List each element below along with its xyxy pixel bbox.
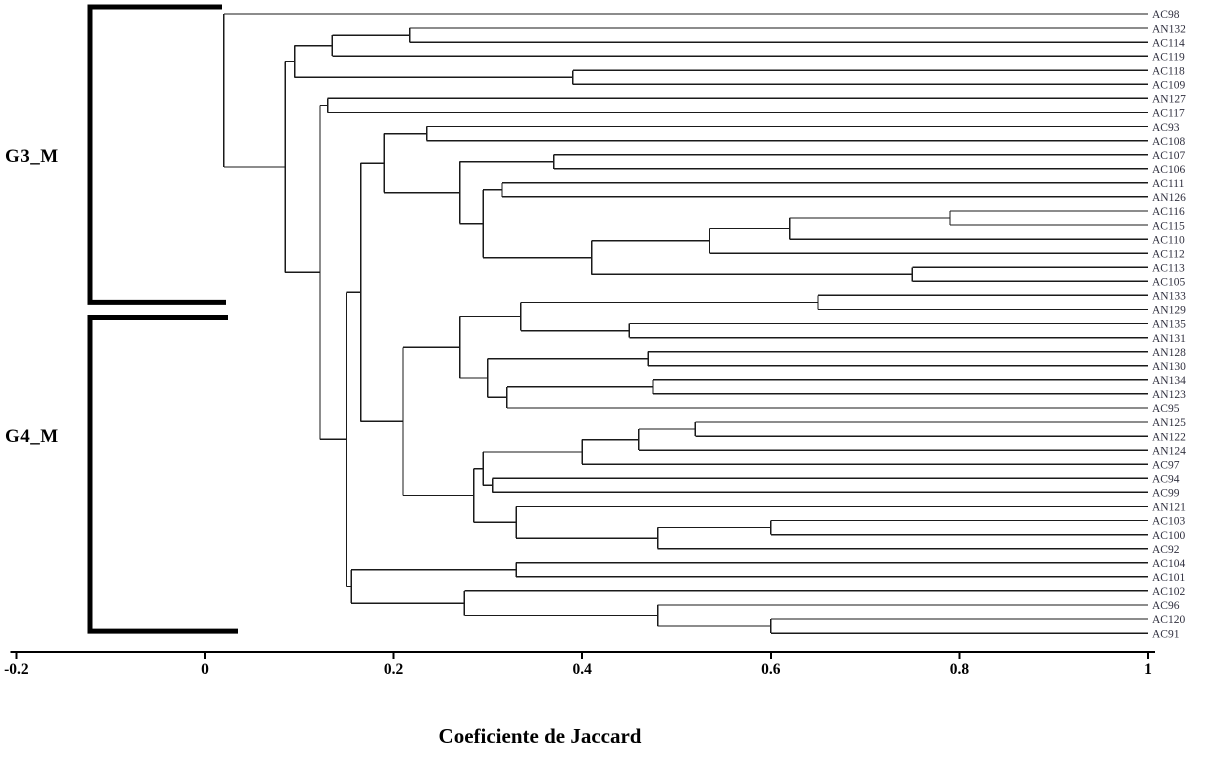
leaf-label: AC119: [1152, 51, 1185, 63]
leaf-label: AN126: [1152, 192, 1186, 204]
leaf-label: AN122: [1152, 431, 1186, 443]
leaf-label: AN123: [1152, 389, 1186, 401]
x-axis-title: Coeficiente de Jaccard: [438, 724, 642, 748]
leaf-label: AN125: [1152, 417, 1186, 429]
leaf-label: AC92: [1152, 544, 1180, 556]
leaf-label: AC101: [1152, 572, 1185, 584]
leaf-label: AN134: [1152, 375, 1186, 387]
leaf-label: AC99: [1152, 488, 1180, 500]
leaf-label: AC111: [1152, 178, 1185, 190]
leaf-label: AC114: [1152, 37, 1185, 49]
leaf-label: AC112: [1152, 248, 1185, 260]
leaf-label: AC109: [1152, 80, 1185, 92]
group-label-g3: G3_M: [5, 146, 59, 167]
leaf-label: AC103: [1152, 516, 1185, 528]
leaf-label: AC108: [1152, 136, 1185, 148]
leaf-label: AC113: [1152, 262, 1185, 274]
leaf-label: AC96: [1152, 600, 1180, 612]
leaf-label: AC95: [1152, 403, 1180, 415]
leaf-label: AC100: [1152, 530, 1185, 542]
group-bracket-g4: [87, 314, 238, 634]
leaf-label: AN135: [1152, 319, 1186, 331]
x-axis-tick-label: 1: [1144, 661, 1152, 678]
leaf-label: AC104: [1152, 558, 1185, 570]
leaf-label: AC116: [1152, 206, 1185, 218]
x-axis-tick-label: 0.4: [573, 661, 593, 678]
leaf-label: AC98: [1152, 9, 1180, 21]
leaf-label: AC93: [1152, 122, 1180, 134]
leaf-label: AC106: [1152, 164, 1185, 176]
group-bracket-g3: [87, 4, 226, 305]
leaf-label: AC97: [1152, 459, 1180, 471]
leaf-label: AN128: [1152, 347, 1186, 359]
leaf-label: AC118: [1152, 65, 1185, 77]
leaf-label: AN132: [1152, 23, 1186, 35]
leaf-label: AC107: [1152, 150, 1185, 162]
leaf-label: AC115: [1152, 220, 1185, 232]
leaf-label: AN130: [1152, 361, 1186, 373]
leaf-label: AC91: [1152, 628, 1180, 640]
leaf-label: AC94: [1152, 474, 1180, 486]
leaf-label: AC117: [1152, 108, 1185, 120]
leaf-label: AN129: [1152, 305, 1186, 317]
leaf-label: AN131: [1152, 333, 1186, 345]
x-axis-tick-label: -0.2: [4, 661, 29, 678]
leaf-label: AC102: [1152, 586, 1185, 598]
x-axis-tick-label: 0.2: [384, 661, 404, 678]
x-axis-tick-label: 0.6: [761, 661, 781, 678]
leaf-label: AC120: [1152, 614, 1185, 626]
leaf-label: AN127: [1152, 94, 1186, 106]
leaf-label: AN133: [1152, 291, 1186, 303]
x-axis-tick-label: 0: [201, 661, 209, 678]
leaf-label: AC105: [1152, 277, 1185, 289]
leaf-label: AN121: [1152, 502, 1186, 514]
group-label-g4: G4_M: [5, 426, 59, 447]
leaf-label: AC110: [1152, 234, 1185, 246]
x-axis-tick-label: 0.8: [950, 661, 970, 678]
leaf-label: AN124: [1152, 445, 1186, 457]
